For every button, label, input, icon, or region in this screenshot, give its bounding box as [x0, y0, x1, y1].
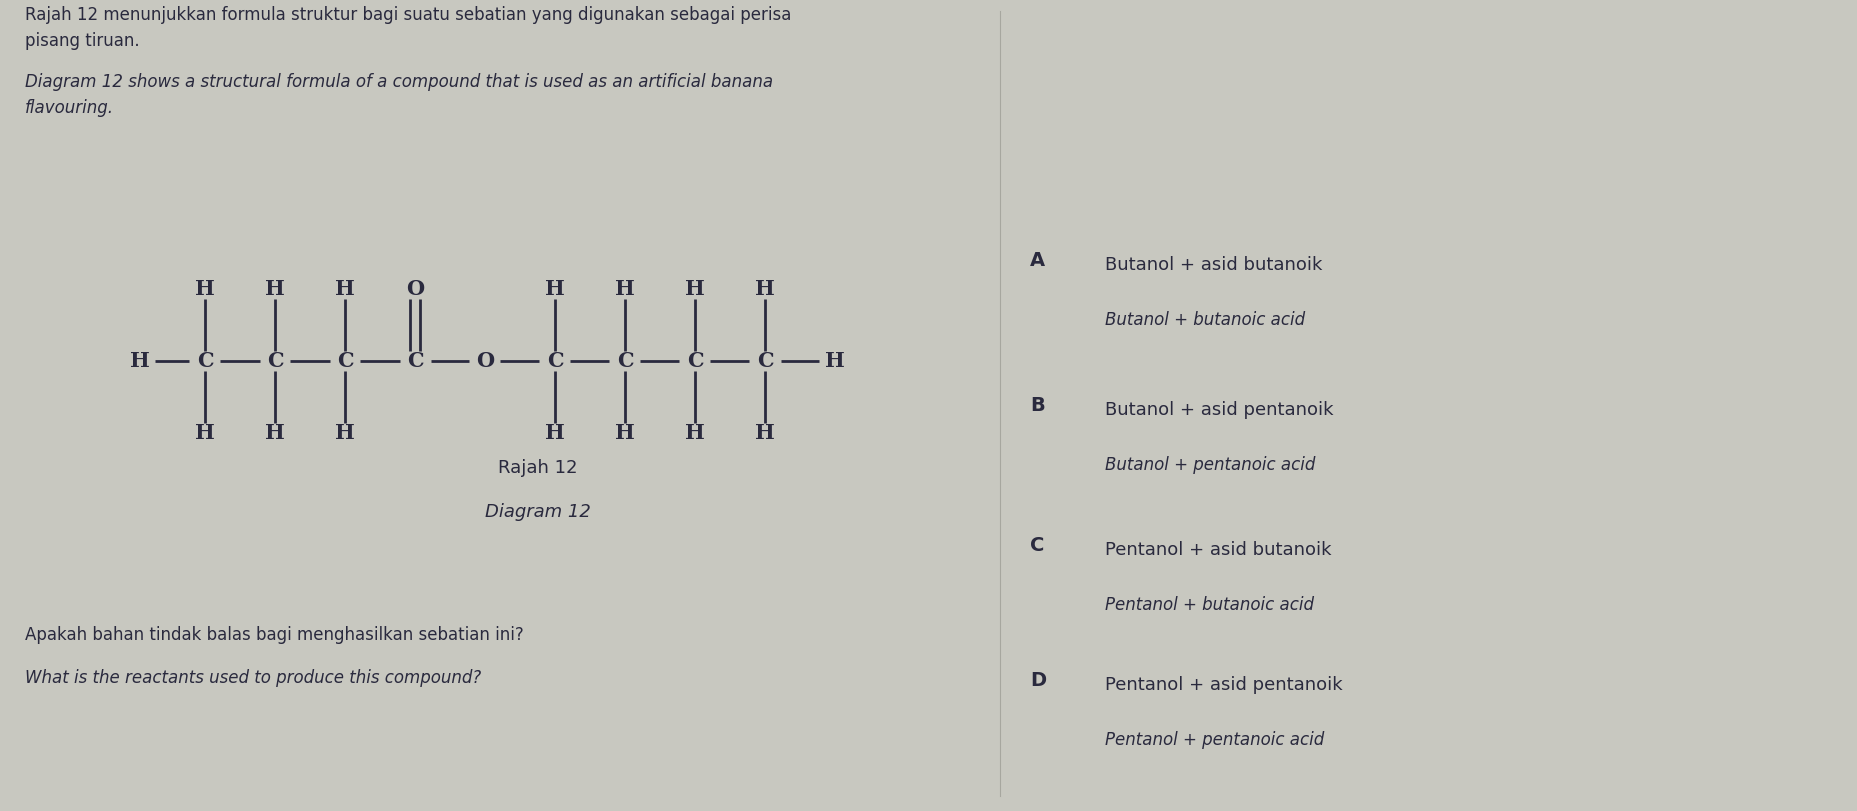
Text: Apakah bahan tindak balas bagi menghasilkan sebatian ini?: Apakah bahan tindak balas bagi menghasil…	[24, 626, 524, 644]
Text: Pentanol + asid pentanoik: Pentanol + asid pentanoik	[1105, 676, 1343, 694]
Text: O: O	[475, 351, 494, 371]
Text: C: C	[546, 351, 563, 371]
Text: C: C	[267, 351, 284, 371]
Text: C: C	[687, 351, 704, 371]
Text: H: H	[825, 351, 845, 371]
Text: H: H	[266, 423, 284, 443]
Text: C: C	[617, 351, 633, 371]
Text: H: H	[756, 279, 774, 299]
Text: H: H	[546, 423, 565, 443]
Text: H: H	[130, 351, 150, 371]
Text: H: H	[615, 279, 635, 299]
Text: Pentanol + asid butanoik: Pentanol + asid butanoik	[1105, 541, 1331, 559]
Text: H: H	[685, 279, 706, 299]
Text: H: H	[615, 423, 635, 443]
Text: Diagram 12: Diagram 12	[485, 503, 591, 521]
Text: Butanol + asid butanoik: Butanol + asid butanoik	[1105, 256, 1322, 274]
Text: C: C	[1031, 536, 1044, 555]
Text: H: H	[195, 279, 215, 299]
Text: Rajah 12: Rajah 12	[498, 459, 578, 477]
Text: H: H	[756, 423, 774, 443]
Text: B: B	[1031, 396, 1045, 415]
Text: Butanol + pentanoic acid: Butanol + pentanoic acid	[1105, 456, 1315, 474]
Text: D: D	[1031, 671, 1045, 690]
Text: C: C	[336, 351, 353, 371]
Text: H: H	[546, 279, 565, 299]
Text: Rajah 12 menunjukkan formula struktur bagi suatu sebatian yang digunakan sebagai: Rajah 12 menunjukkan formula struktur ba…	[24, 6, 791, 50]
Text: Butanol + asid pentanoik: Butanol + asid pentanoik	[1105, 401, 1333, 419]
Text: H: H	[266, 279, 284, 299]
Text: Diagram 12 shows a structural formula of a compound that is used as an artificia: Diagram 12 shows a structural formula of…	[24, 73, 773, 118]
Text: C: C	[197, 351, 214, 371]
Text: Butanol + butanoic acid: Butanol + butanoic acid	[1105, 311, 1305, 329]
Text: O: O	[407, 279, 423, 299]
Text: H: H	[334, 279, 355, 299]
Text: H: H	[195, 423, 215, 443]
Text: Pentanol + pentanoic acid: Pentanol + pentanoic acid	[1105, 731, 1324, 749]
Text: C: C	[407, 351, 423, 371]
Text: H: H	[334, 423, 355, 443]
Text: H: H	[685, 423, 706, 443]
Text: What is the reactants used to produce this compound?: What is the reactants used to produce th…	[24, 669, 481, 687]
Text: C: C	[756, 351, 773, 371]
Text: Pentanol + butanoic acid: Pentanol + butanoic acid	[1105, 596, 1315, 614]
Text: A: A	[1031, 251, 1045, 270]
